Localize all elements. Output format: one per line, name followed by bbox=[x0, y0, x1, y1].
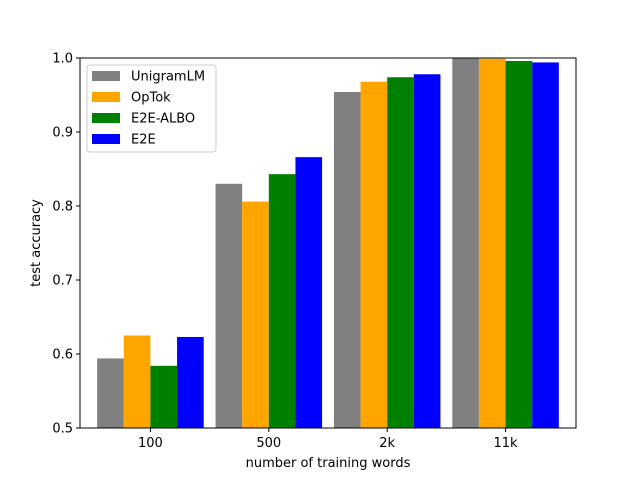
x-axis-label: number of training words bbox=[246, 456, 411, 471]
legend-swatch-optok bbox=[92, 92, 120, 102]
bar-optok-500 bbox=[242, 201, 269, 428]
x-axis-ticks: 100 500 2k 11k bbox=[138, 428, 518, 451]
bar-e2e-albo-2k bbox=[387, 77, 414, 429]
bar-unigramlm-2k bbox=[333, 92, 361, 428]
legend-label-unigramlm: UnigramLM bbox=[131, 70, 205, 85]
bar-unigramlm-500 bbox=[215, 183, 243, 428]
bar-e2e-11k bbox=[532, 62, 559, 428]
bar-optok-2k bbox=[360, 81, 388, 429]
legend: UnigramLM OpTok E2E-ALBO E2E bbox=[86, 64, 217, 153]
x-tick-label: 500 bbox=[256, 436, 281, 451]
legend-swatch-unigramlm bbox=[92, 71, 120, 81]
plot-frame bbox=[79, 57, 577, 429]
y-tick-label: 0.6 bbox=[52, 348, 73, 363]
bar-e2e-albo-100 bbox=[150, 365, 178, 428]
y-tick-label: 0.9 bbox=[52, 126, 73, 141]
y-tick-label: 0.8 bbox=[52, 200, 73, 215]
bar-unigramlm-11k bbox=[452, 58, 479, 428]
legend-box bbox=[86, 64, 217, 153]
y-tick-label: 0.7 bbox=[52, 274, 73, 289]
bar-unigramlm-100 bbox=[97, 358, 124, 428]
x-tick-label: 2k bbox=[379, 436, 395, 451]
bar-optok-100 bbox=[123, 335, 151, 428]
legend-label-e2e-albo: E2E-ALBO bbox=[131, 112, 195, 127]
legend-swatch-e2e bbox=[92, 134, 120, 144]
legend-label-e2e: E2E bbox=[131, 133, 156, 148]
x-tick-label: 11k bbox=[494, 436, 519, 451]
bars-group bbox=[97, 58, 559, 429]
bar-e2e-2k bbox=[413, 74, 441, 428]
bar-e2e-500 bbox=[295, 157, 323, 428]
y-axis-label: test accuracy bbox=[29, 199, 44, 287]
bar-e2e-100 bbox=[177, 336, 204, 428]
legend-label-optok: OpTok bbox=[131, 91, 171, 106]
bar-e2e-albo-500 bbox=[268, 174, 296, 428]
bar-e2e-albo-11k bbox=[505, 60, 533, 429]
y-tick-label: 0.5 bbox=[52, 422, 73, 437]
y-tick-label: 1.0 bbox=[52, 52, 73, 67]
bar-optok-11k bbox=[478, 58, 506, 429]
legend-swatch-e2e-albo bbox=[92, 113, 120, 123]
y-axis-ticks: 0.5 0.6 0.7 0.8 0.9 1.0 bbox=[52, 52, 80, 437]
x-tick-label: 100 bbox=[138, 436, 163, 451]
